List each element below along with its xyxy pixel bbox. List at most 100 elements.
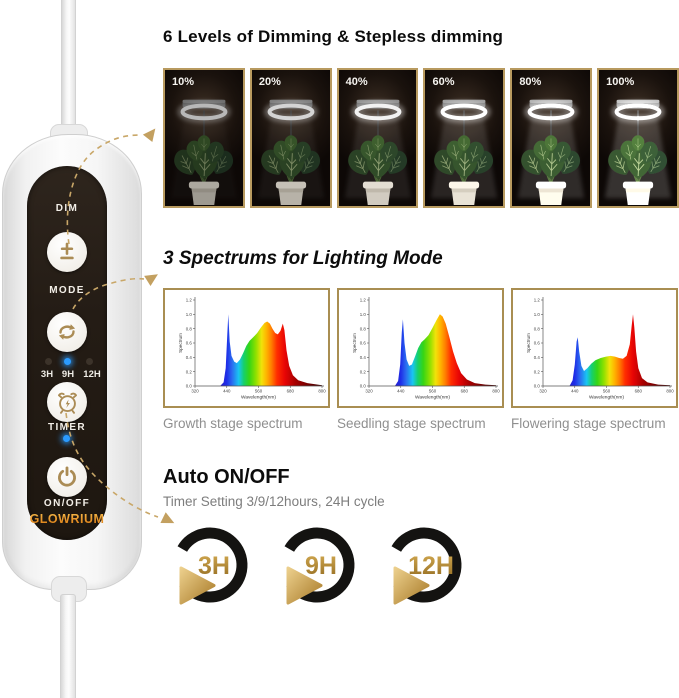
light-pole <box>376 110 379 146</box>
svg-text:0.0: 0.0 <box>186 384 193 389</box>
ring-light <box>267 103 315 121</box>
ring-light <box>527 103 575 121</box>
timer-option-12h: 12H <box>391 527 462 605</box>
dimming-level-panel: 60% <box>423 68 506 208</box>
alarm-clock-icon <box>57 392 77 414</box>
led-9h-active <box>64 358 71 365</box>
svg-text:0.8: 0.8 <box>186 326 193 331</box>
svg-text:1.0: 1.0 <box>534 312 541 317</box>
plant-pot <box>449 181 480 206</box>
svg-text:560: 560 <box>255 389 263 394</box>
dimming-level-panel: 80% <box>510 68 593 208</box>
spectrum-plot: 0.0 0.2 0.4 0.6 0.8 1.0 1.2 320 440 560 680 800 Wave… <box>178 297 326 401</box>
mode-label: MODE <box>49 285 85 296</box>
onoff-label: ON/OFF <box>43 498 91 509</box>
svg-text:440: 440 <box>397 389 405 394</box>
svg-text:680: 680 <box>635 389 643 394</box>
plant-pot <box>275 181 306 206</box>
timer-button <box>47 382 87 422</box>
svg-text:1.0: 1.0 <box>186 312 193 317</box>
dim-label: DIM <box>55 203 79 214</box>
spectrum-plot: 0.0 0.2 0.4 0.6 0.8 1.0 1.2 320 440 560 680 800 Wave… <box>526 297 674 401</box>
plant-illustration <box>434 135 494 185</box>
dimming-strip: 10% <box>163 68 679 208</box>
svg-text:0.2: 0.2 <box>360 369 367 374</box>
svg-text:680: 680 <box>461 389 469 394</box>
flowering-spectrum-chart: 0.0 0.2 0.4 0.6 0.8 1.0 1.2 320 440 560 680 800 Wave… <box>511 288 678 408</box>
play-triangle-icon <box>179 566 216 605</box>
dimming-level-panel: 10% <box>163 68 245 208</box>
timer-subtitle: Timer Setting 3/9/12hours, 24H cycle <box>163 494 385 509</box>
svg-text:1.2: 1.2 <box>534 298 541 303</box>
svg-text:0.0: 0.0 <box>534 384 541 389</box>
timer-option-3h: 3H <box>177 527 248 605</box>
svg-text:680: 680 <box>287 389 295 394</box>
svg-text:1.2: 1.2 <box>186 298 193 303</box>
cycle-arc-icon <box>391 527 462 603</box>
led-label-3h: 3H <box>40 369 54 380</box>
play-triangle-icon <box>393 566 430 605</box>
dimming-level-panel: 20% <box>249 68 332 208</box>
light-pole <box>550 110 553 146</box>
ring-light <box>614 103 662 121</box>
svg-text:560: 560 <box>603 389 611 394</box>
svg-text:0.0: 0.0 <box>360 384 367 389</box>
svg-text:0.8: 0.8 <box>360 326 367 331</box>
arrowhead-dim <box>142 128 156 143</box>
plant-illustration <box>174 135 233 185</box>
mode-button <box>47 312 87 352</box>
svg-text:Wavelength(nm): Wavelength(nm) <box>589 395 624 401</box>
led-label-12h: 12H <box>83 369 101 380</box>
dimming-level-label: 80% <box>519 76 542 88</box>
svg-text:0.2: 0.2 <box>186 369 193 374</box>
svg-text:0.6: 0.6 <box>186 341 193 346</box>
svg-text:1.0: 1.0 <box>360 312 367 317</box>
power-icon <box>58 466 76 487</box>
svg-text:800: 800 <box>666 389 674 394</box>
spectrum-plot: 0.0 0.2 0.4 0.6 0.8 1.0 1.2 320 440 560 680 800 Wave… <box>352 297 500 401</box>
svg-text:Spectrum: Spectrum <box>526 333 531 353</box>
seedling-caption: Seedling stage spectrum <box>337 416 486 431</box>
dimming-level-label: 100% <box>606 76 635 88</box>
svg-text:0.4: 0.4 <box>360 355 367 360</box>
power-button <box>47 457 87 497</box>
seedling-spectrum-chart: 0.0 0.2 0.4 0.6 0.8 1.0 1.2 320 440 560 680 800 Wave… <box>337 288 504 408</box>
growth-caption: Growth stage spectrum <box>163 416 303 431</box>
power-cable-bottom <box>60 594 76 698</box>
dimming-level-label: 10% <box>172 76 195 88</box>
svg-text:0.6: 0.6 <box>360 341 367 346</box>
svg-text:0.4: 0.4 <box>186 355 193 360</box>
cycle-arrows-icon <box>58 324 76 340</box>
arrowhead-mode <box>144 274 158 287</box>
svg-text:440: 440 <box>223 389 231 394</box>
light-pole <box>637 110 639 146</box>
plant-illustration <box>521 135 581 185</box>
power-cable-top <box>61 0 76 142</box>
cycle-arc-icon <box>177 527 248 603</box>
play-triangle-icon <box>286 566 323 605</box>
dim-button <box>47 232 87 272</box>
led-3h <box>45 358 52 365</box>
svg-text:Wavelength(nm): Wavelength(nm) <box>415 395 450 401</box>
plant-scene <box>512 72 590 206</box>
cycle-arc-icon <box>284 527 355 603</box>
led-label-9h: 9H <box>61 369 75 380</box>
svg-text:1.2: 1.2 <box>360 298 367 303</box>
plant-scene <box>252 72 330 206</box>
plant-illustration <box>261 135 320 185</box>
timer-active-led <box>63 435 70 442</box>
svg-text:0.4: 0.4 <box>534 355 541 360</box>
plant-scene <box>425 72 503 206</box>
ring-light <box>441 103 488 121</box>
plant-scene <box>599 72 677 206</box>
plant-pot <box>623 181 654 206</box>
light-pole <box>203 110 205 146</box>
svg-text:Wavelength(nm): Wavelength(nm) <box>241 395 276 401</box>
svg-text:800: 800 <box>492 389 500 394</box>
svg-text:560: 560 <box>429 389 437 394</box>
svg-text:Spectrum: Spectrum <box>178 333 183 353</box>
svg-text:440: 440 <box>571 389 579 394</box>
dimming-level-label: 20% <box>258 76 281 88</box>
plant-pot <box>362 181 393 206</box>
